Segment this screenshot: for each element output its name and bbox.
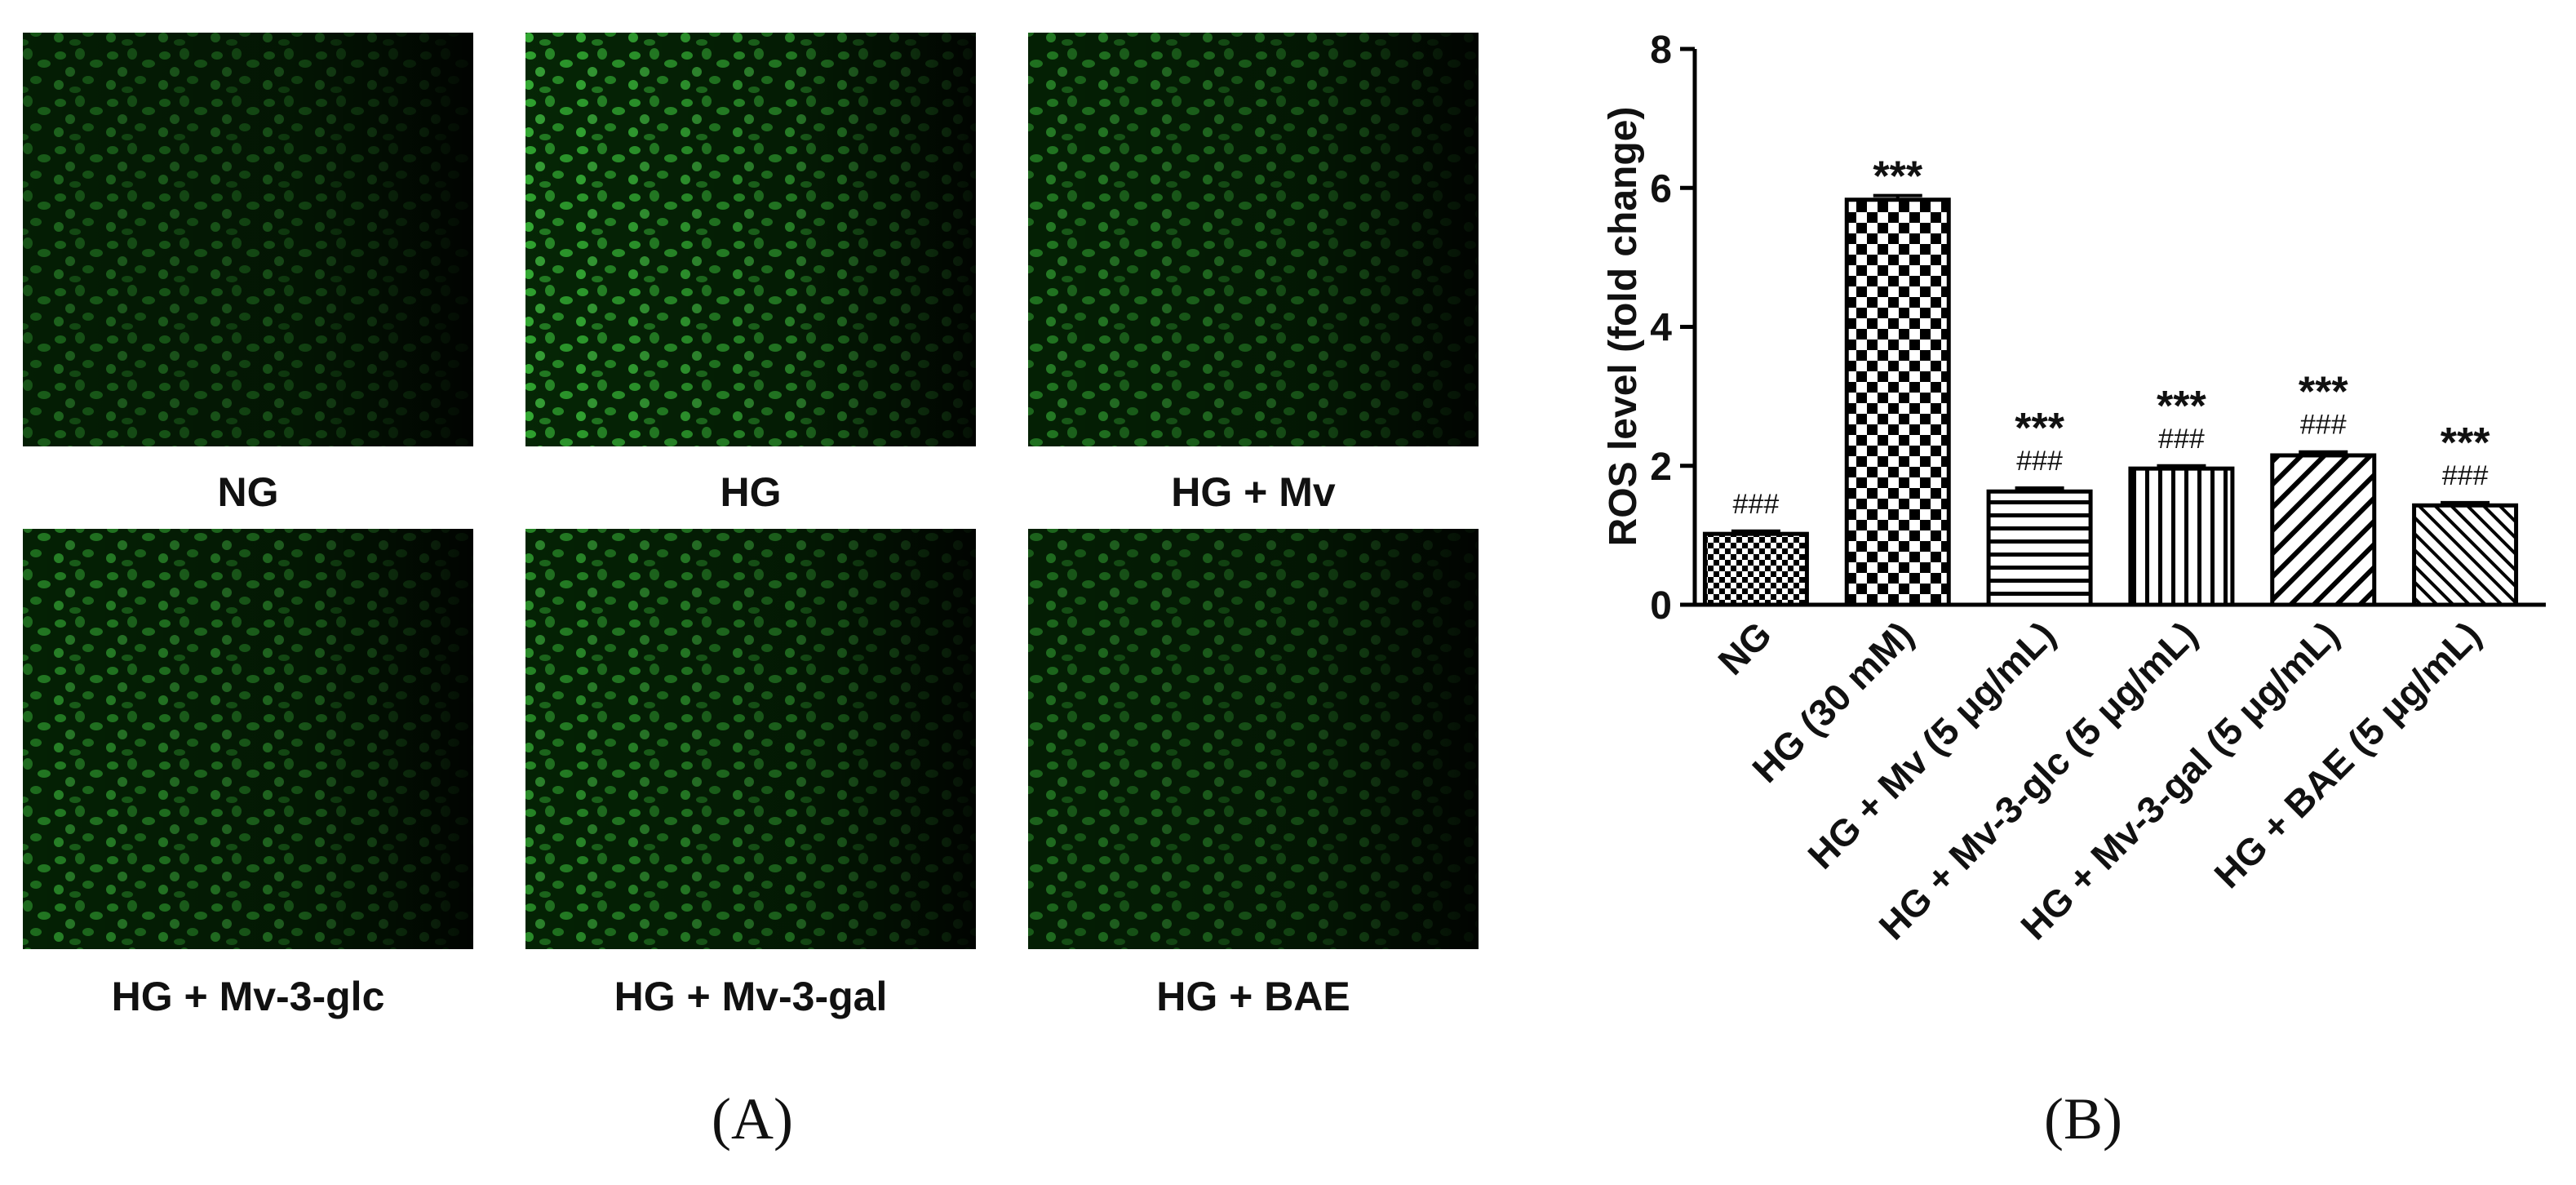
significance-label: *** xyxy=(2015,405,2064,452)
micrograph xyxy=(23,33,473,446)
panel-label: (A) xyxy=(712,1086,793,1152)
image-caption: HG + BAE xyxy=(1156,974,1350,1019)
significance-label: *** xyxy=(1873,153,1922,201)
y-tick-label: 2 xyxy=(1650,446,1672,489)
bar xyxy=(2412,503,2519,607)
micrograph-shade xyxy=(525,33,976,446)
micrograph xyxy=(525,33,976,446)
y-tick-label: 0 xyxy=(1650,584,1672,628)
significance-label: *** xyxy=(2157,383,2206,430)
micrograph-shade xyxy=(1028,33,1479,446)
image-caption: HG xyxy=(720,469,782,515)
micrograph-shade xyxy=(23,33,473,446)
significance-label: ### xyxy=(1733,489,1780,520)
micrograph-grid: NG HG HG + Mv HG + Mv-3-glc HG + Mv-3-gal HG … xyxy=(23,33,1479,1019)
x-tick-label: NG xyxy=(1709,613,1780,683)
micrograph xyxy=(1028,529,1479,949)
bar xyxy=(2270,453,2377,607)
micrograph-shade xyxy=(23,529,473,949)
x-tick-label: HG + BAE (5 μg/mL) xyxy=(2206,613,2489,896)
image-caption: NG xyxy=(218,469,279,515)
significance-label: ### xyxy=(2300,410,2347,441)
bar xyxy=(1986,489,2093,607)
micrograph-shade xyxy=(525,529,976,949)
image-caption: HG + Mv xyxy=(1171,469,1336,515)
significance-label: *** xyxy=(2441,419,2490,467)
image-caption: HG + Mv-3-gal xyxy=(614,974,888,1019)
micrograph-shade xyxy=(1028,529,1479,949)
significance-label: ### xyxy=(2016,446,2063,477)
bar xyxy=(1702,531,1809,607)
y-axis-title: ROS level (fold change) xyxy=(1602,107,1645,547)
x-tick-label: HG + Mv (5 μg/mL) xyxy=(1799,613,2063,877)
significance-label: ### xyxy=(2442,460,2489,491)
bar xyxy=(2128,466,2235,607)
micrograph xyxy=(525,529,976,949)
y-tick-label: 6 xyxy=(1650,167,1672,211)
y-tick-label: 8 xyxy=(1650,29,1672,72)
image-caption: HG + Mv-3-glc xyxy=(112,974,385,1019)
y-tick-label: 4 xyxy=(1650,307,1672,350)
significance-label: *** xyxy=(2299,369,2348,416)
micrograph xyxy=(23,529,473,949)
micrograph xyxy=(1028,33,1479,446)
bar xyxy=(1844,198,1951,607)
panel-label: (B) xyxy=(2044,1086,2122,1152)
significance-label: ### xyxy=(2158,424,2205,455)
